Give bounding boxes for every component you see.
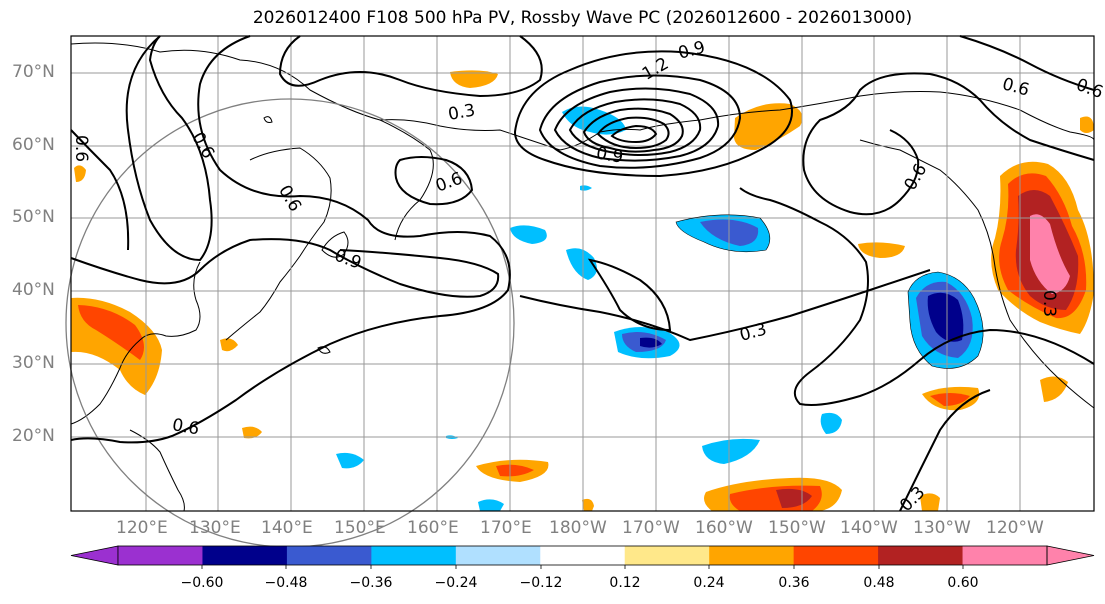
map-title: 2026012400 F108 500 hPa PV, Rossby Wave … [252, 8, 913, 28]
lon-label-170w: 170°W [622, 518, 680, 538]
map-frame [70, 35, 1095, 512]
lon-label-140w: 140°W [840, 518, 898, 538]
lat-label-20n: 20°N [12, 426, 55, 446]
lon-label-180w: 180°W [549, 518, 607, 538]
lon-label-120w: 120°W [986, 518, 1044, 538]
contour-label: 0.3 [447, 101, 477, 125]
colorbar-swatch [371, 546, 457, 565]
colorbar-swatch [624, 546, 710, 565]
lat-label-30n: 30°N [12, 353, 55, 373]
colorbar-swatch [709, 546, 795, 565]
lon-label-120e: 120°E [116, 518, 168, 538]
pv-contours [70, 35, 1095, 512]
contour-label: 0.9 [595, 143, 625, 167]
lon-label-130e: 130°E [189, 518, 241, 538]
colorbar-swatch [118, 546, 203, 565]
lon-label-130w: 130°W [913, 518, 971, 538]
lat-label-40n: 40°N [12, 280, 55, 300]
colorbar-tick-label: −0.24 [434, 575, 478, 591]
colorbar-tick-label: −0.60 [180, 575, 224, 591]
colorbar-tick-label: 0.12 [609, 575, 641, 591]
contour-label: 0.3 [1039, 290, 1059, 317]
colorbar-swatch [455, 546, 541, 565]
lat-label-70n: 70°N [12, 62, 55, 82]
lon-label-150w: 150°W [768, 518, 826, 538]
lon-label-170e: 170°E [480, 518, 532, 538]
colorbar-swatch [286, 546, 372, 565]
colorbar-arrow-low [70, 545, 119, 566]
colorbar-swatch [202, 546, 288, 565]
colorbar-frame [117, 545, 1048, 566]
lon-label-160w: 160°W [695, 518, 753, 538]
shading-outlines [675, 214, 984, 369]
lon-label-140e: 140°E [261, 518, 313, 538]
colorbar-tick-label: 0.36 [778, 575, 810, 591]
colorbar-tick-label: −0.36 [349, 575, 393, 591]
colorbar-tick-label: 0.60 [947, 575, 979, 591]
colorbar-arrow-high [1046, 545, 1095, 566]
colorbar [70, 545, 1095, 569]
graticule [71, 36, 1094, 511]
colorbar-tick-label: 0.48 [863, 575, 895, 591]
colorbar-swatch [793, 546, 879, 565]
colorbar-swatch [540, 546, 626, 565]
lat-label-50n: 50°N [12, 207, 55, 227]
colorbar-tick-label: −0.48 [264, 575, 308, 591]
colorbar-swatch [962, 546, 1048, 565]
lat-label-60n: 60°N [12, 135, 55, 155]
lon-label-150e: 150°E [334, 518, 386, 538]
colorbar-tick-label: 0.24 [693, 575, 725, 591]
lon-label-160e: 160°E [407, 518, 459, 538]
contour-label: 0.6 [171, 415, 201, 439]
colorbar-tick-label: −0.12 [519, 575, 563, 591]
colorbar-swatch [878, 546, 964, 565]
contour-label: 0.6 [71, 135, 91, 162]
